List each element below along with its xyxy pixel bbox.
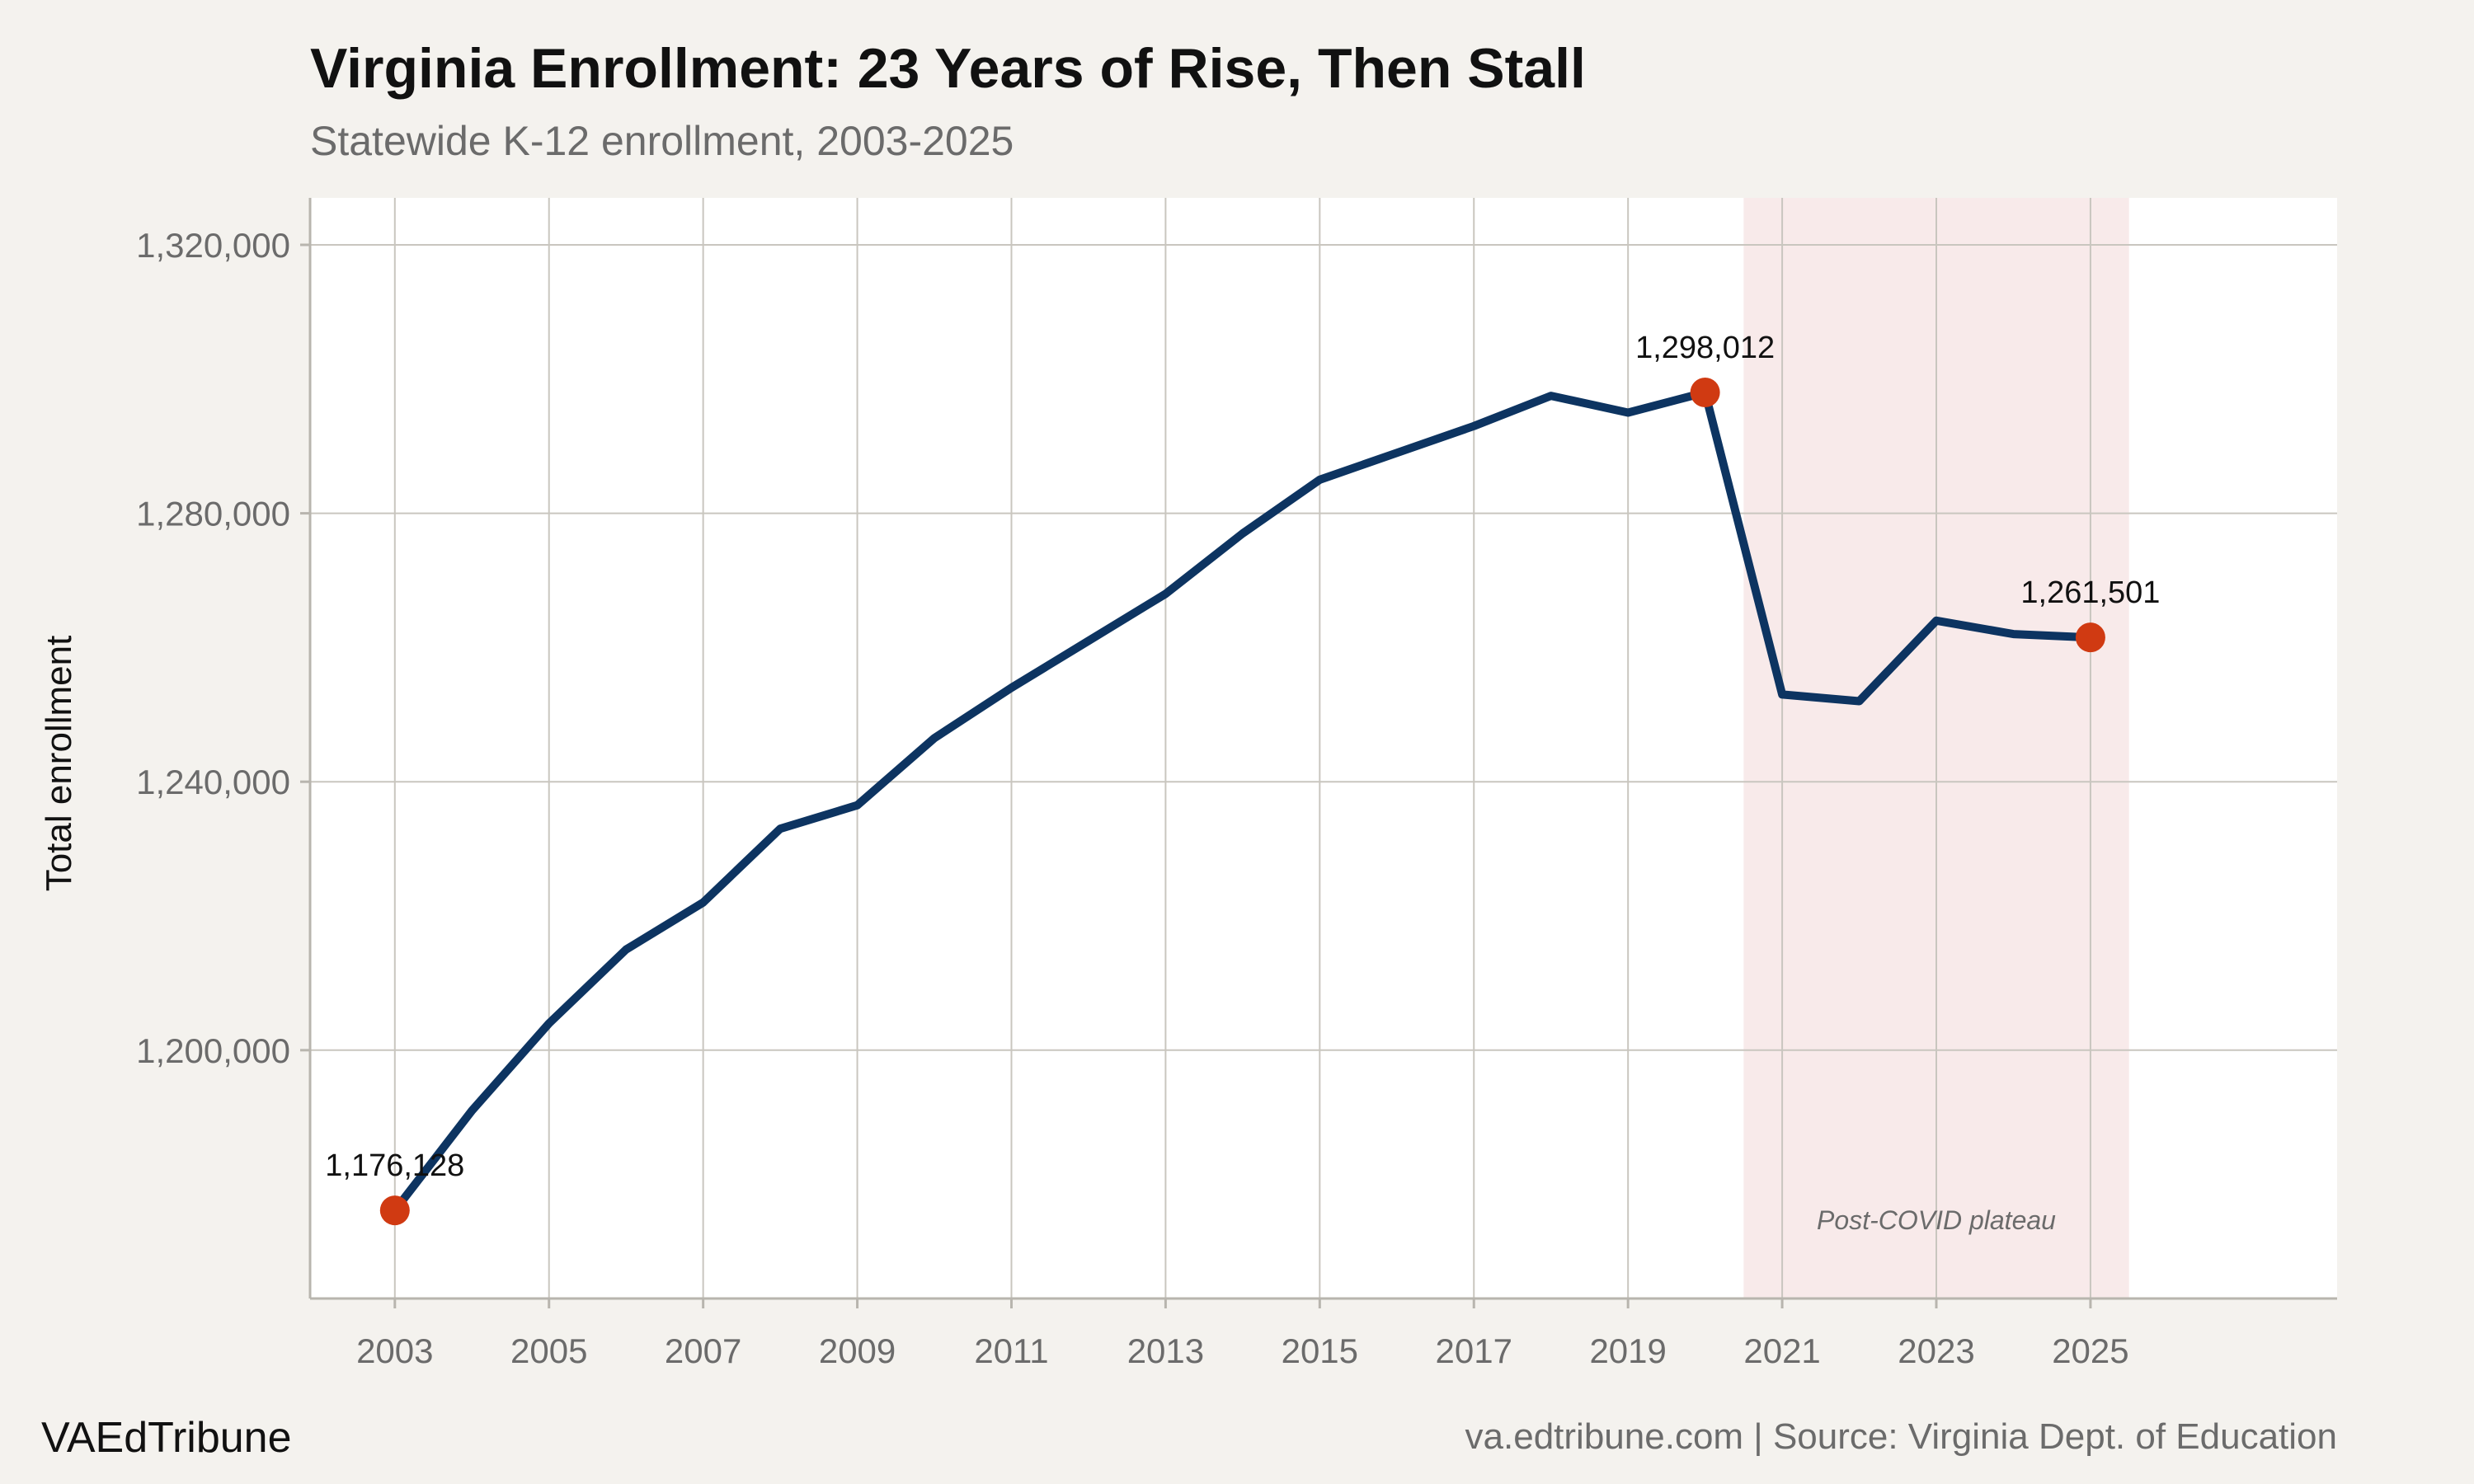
highlight-point-marker bbox=[1690, 377, 1720, 407]
x-tick-label: 2023 bbox=[1898, 1331, 1974, 1370]
y-tick-label: 1,240,000 bbox=[136, 763, 290, 801]
chart-subtitle: Statewide K-12 enrollment, 2003-2025 bbox=[310, 118, 1014, 164]
x-tick-label: 2021 bbox=[1743, 1331, 1820, 1370]
shaded-region-label: Post-COVID plateau bbox=[1817, 1205, 2056, 1235]
x-tick-label: 2025 bbox=[2052, 1331, 2128, 1370]
chart-title: Virginia Enrollment: 23 Years of Rise, T… bbox=[310, 37, 1586, 100]
y-tick-marks bbox=[300, 243, 310, 1052]
x-tick-label: 2009 bbox=[819, 1331, 896, 1370]
source-credit: va.edtribune.com | Source: Virginia Dept… bbox=[1465, 1416, 2337, 1457]
highlight-point-label: 1,298,012 bbox=[1635, 331, 1775, 365]
enrollment-series-line bbox=[390, 388, 2095, 1215]
x-tick-labels: 2003 2005 2007 2009 2011 2013 2015 2017 2019 2021… bbox=[356, 1331, 2129, 1370]
y-tick-label: 1,200,000 bbox=[136, 1031, 290, 1070]
y-axis-title: Total enrollment bbox=[39, 636, 79, 892]
brand-logo-text: VAEdTribune bbox=[41, 1414, 292, 1462]
x-tick-label: 2003 bbox=[356, 1331, 433, 1370]
highlight-point-label: 1,261,501 bbox=[2020, 575, 2160, 610]
y-tick-label: 1,280,000 bbox=[136, 495, 290, 533]
x-tick-label: 2017 bbox=[1436, 1331, 1512, 1370]
x-tick-label: 2019 bbox=[1589, 1331, 1666, 1370]
y-tick-label: 1,320,000 bbox=[136, 226, 290, 265]
highlight-point-label: 1,176,128 bbox=[325, 1148, 464, 1183]
y-tick-labels: 1,200,000 1,240,000 1,280,000 1,320,000 bbox=[136, 226, 290, 1070]
gridlines bbox=[310, 198, 2337, 1298]
highlight-point-marker bbox=[379, 1195, 410, 1226]
highlight-point-marker bbox=[2075, 622, 2105, 653]
x-tick-label: 2015 bbox=[1282, 1331, 1358, 1370]
x-tick-label: 2007 bbox=[665, 1331, 741, 1370]
x-tick-label: 2013 bbox=[1127, 1331, 1204, 1370]
x-tick-label: 2011 bbox=[974, 1331, 1048, 1370]
highlight-points: 1,176,128 1,298,012 1,261,501 bbox=[325, 331, 2160, 1226]
x-tick-marks bbox=[393, 1298, 2092, 1308]
x-tick-label: 2005 bbox=[510, 1331, 587, 1370]
